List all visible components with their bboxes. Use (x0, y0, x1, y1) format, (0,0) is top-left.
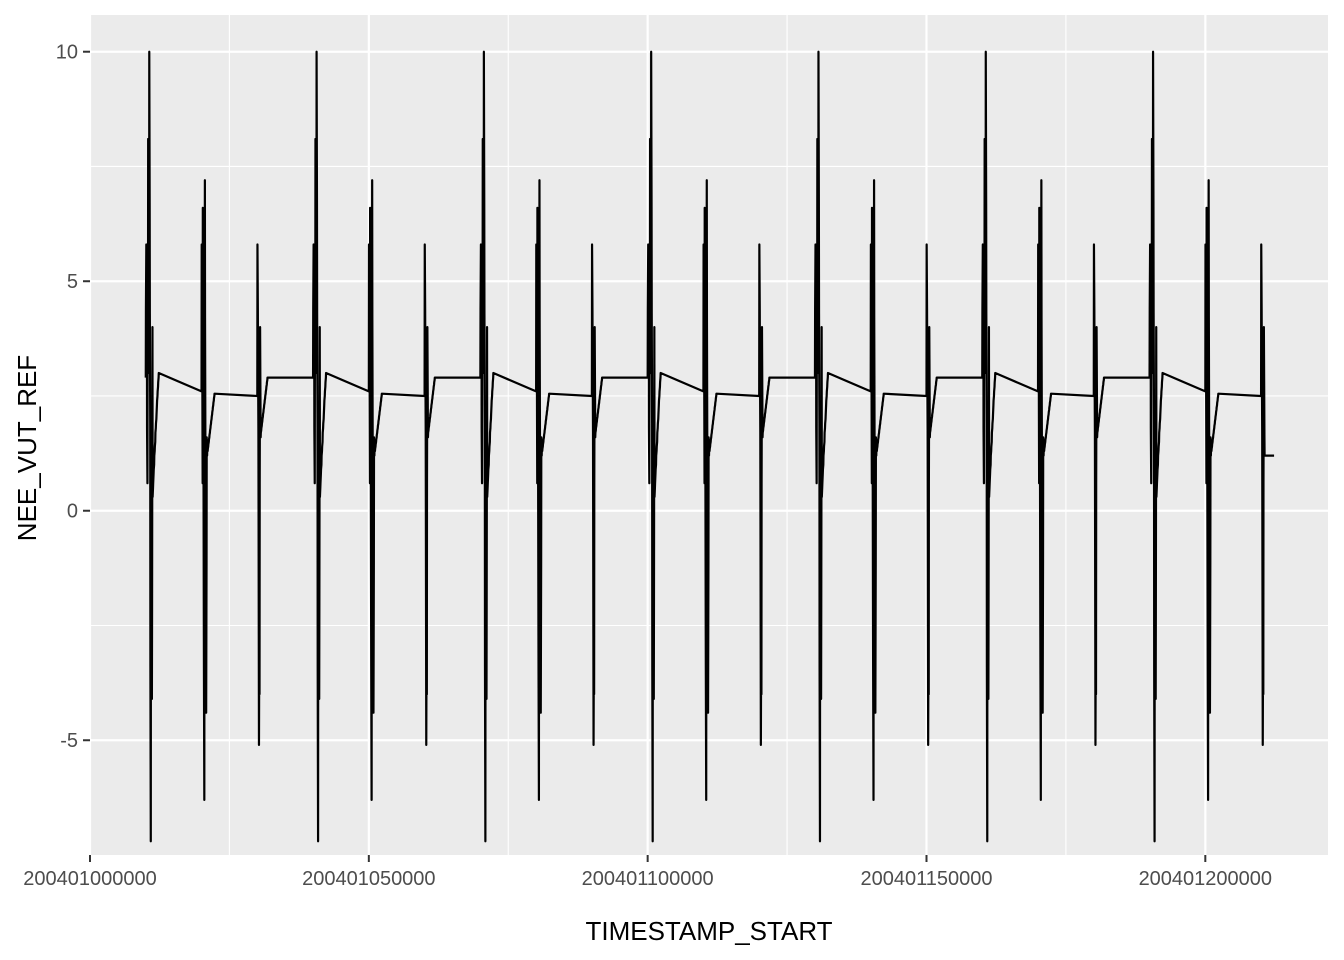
x-tick-label: 200401050000 (302, 868, 435, 890)
x-axis: 200401000000 200401050000 200401100000 2004… (23, 855, 1272, 890)
x-axis-title: TIMESTAMP_START (585, 916, 832, 946)
y-tick-label: -5 (60, 730, 78, 752)
y-tick-label: 5 (67, 271, 78, 293)
y-axis: -5 0 5 10 (56, 42, 90, 752)
y-tick-label: 10 (56, 42, 78, 64)
x-tick-label: 200401000000 (23, 868, 156, 890)
x-tick-label: 200401150000 (860, 868, 992, 890)
series-layer (144, 50, 1276, 843)
y-tick-label: 0 (67, 501, 78, 523)
series-line (144, 50, 1276, 843)
plot-panel (90, 15, 1328, 855)
x-tick-label: 200401200000 (1139, 868, 1272, 890)
x-tick-label: 200401100000 (582, 868, 714, 890)
y-axis-title: NEE_VUT_REF (12, 355, 42, 541)
